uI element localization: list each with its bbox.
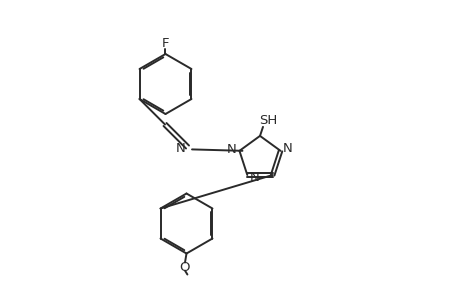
Text: N: N [176, 142, 185, 155]
Text: N: N [283, 142, 292, 155]
Text: N: N [249, 172, 259, 184]
Text: N: N [227, 143, 236, 156]
Text: F: F [162, 37, 169, 50]
Text: O: O [179, 261, 190, 274]
Text: SH: SH [259, 114, 277, 128]
